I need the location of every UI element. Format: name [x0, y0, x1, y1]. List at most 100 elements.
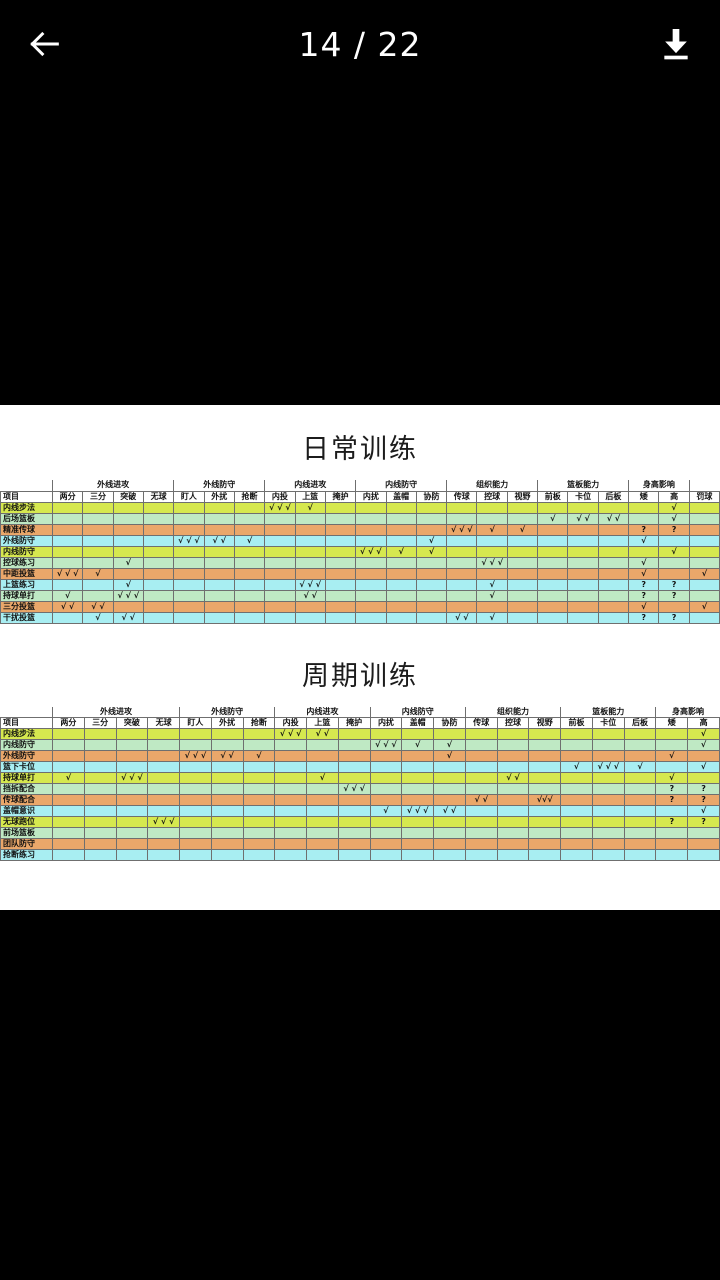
cell-empty — [688, 501, 720, 514]
cell-empty — [115, 827, 149, 839]
cell-empty — [567, 545, 599, 558]
cell-mark: √ — [687, 761, 720, 773]
cell-empty — [179, 838, 212, 850]
table-row: 篮下卡位 √ √ √ √ √ √ — [0, 761, 720, 773]
cell-empty — [369, 750, 403, 762]
cell-empty — [294, 545, 326, 558]
cell-mark: √ — [628, 600, 660, 613]
cell-empty — [264, 600, 296, 613]
cell-empty — [242, 783, 276, 795]
cell-empty — [142, 589, 175, 602]
cell-empty — [528, 805, 562, 817]
cell-empty — [115, 783, 149, 795]
cell-mark: √ √ √ — [294, 578, 326, 591]
column-header-盯人: 盯人 — [173, 490, 205, 503]
group-header-身高影响: 身高影响 — [628, 480, 690, 492]
column-header-卡位: 卡位 — [567, 490, 599, 503]
cell-empty — [173, 545, 205, 558]
cell-empty — [385, 611, 417, 624]
cell-empty — [83, 849, 117, 861]
cell-empty — [115, 761, 149, 773]
cell-mark: √ — [476, 578, 508, 591]
cell-empty — [560, 805, 593, 817]
column-header-盯人: 盯人 — [179, 717, 212, 729]
cell-empty — [415, 556, 448, 569]
cell-empty — [242, 772, 276, 784]
cell-mark: √ √ — [203, 534, 235, 547]
back-button[interactable] — [0, 0, 88, 88]
cell-empty — [210, 849, 244, 861]
cell-mark: √ √ — [567, 512, 599, 525]
cell-empty — [52, 827, 85, 839]
cell-empty — [203, 600, 235, 613]
cell-empty — [233, 578, 266, 591]
cell-empty — [655, 849, 689, 861]
cell-empty — [173, 567, 205, 580]
cell-empty — [337, 794, 371, 806]
document-page[interactable]: 日常训练 外线进攻 外线防守 内线进攻 内线防守 组织能力 篮板能力 身高影响 项目 两分 三分突… — [0, 405, 720, 910]
cell-empty — [446, 600, 478, 613]
cell-empty — [242, 805, 276, 817]
cell-empty — [496, 816, 530, 828]
cell-empty — [597, 501, 630, 514]
cell-empty — [401, 794, 435, 806]
cell-mark: √ √ √ — [51, 567, 84, 580]
cell-empty — [210, 728, 244, 740]
cell-mark: ? — [628, 578, 660, 591]
column-header-视野: 视野 — [528, 717, 562, 729]
group-header-blank — [0, 480, 53, 491]
cell-empty — [51, 512, 84, 525]
cell-empty — [306, 750, 339, 762]
cell-empty — [591, 772, 625, 784]
row-label-内线步法: 内线步法 — [0, 728, 53, 740]
top-toolbar: 14 / 22 — [0, 0, 720, 88]
download-button[interactable] — [632, 0, 720, 88]
column-header-高: 高 — [687, 717, 720, 729]
cell-empty — [294, 534, 326, 547]
cell-empty — [528, 838, 562, 850]
cell-empty — [337, 761, 371, 773]
cell-empty — [324, 512, 357, 525]
cell-empty — [264, 512, 296, 525]
cell-empty — [83, 728, 117, 740]
cell-empty — [560, 849, 593, 861]
cell-empty — [52, 794, 85, 806]
cell-empty — [51, 523, 84, 536]
cell-empty — [655, 838, 689, 850]
cell-empty — [179, 816, 212, 828]
cell-empty — [401, 761, 435, 773]
page-counter: 14 / 22 — [298, 24, 422, 64]
cell-empty — [385, 556, 417, 569]
cell-mark: √ — [433, 750, 466, 762]
cell-empty — [528, 849, 562, 861]
cell-mark: √ — [51, 589, 84, 602]
cell-empty — [355, 556, 387, 569]
cell-empty — [179, 805, 212, 817]
cell-mark: √ — [658, 501, 690, 514]
cell-empty — [274, 761, 308, 773]
row-label-抢断练习: 抢断练习 — [0, 849, 53, 861]
cell-empty — [623, 750, 657, 762]
row-label-前场篮板: 前场篮板 — [0, 827, 53, 839]
cell-empty — [306, 761, 339, 773]
cell-empty — [591, 728, 625, 740]
cell-empty — [591, 739, 625, 751]
cell-empty — [173, 523, 205, 536]
cell-empty — [337, 838, 371, 850]
group-header-篮板能力: 篮板能力 — [560, 706, 656, 718]
row-label-传球配合: 传球配合 — [0, 794, 53, 806]
cell-empty — [264, 611, 296, 624]
cell-mark: ? — [687, 794, 720, 806]
cell-empty — [112, 501, 144, 514]
cell-empty — [446, 578, 478, 591]
cell-empty — [242, 816, 276, 828]
cell-empty — [385, 589, 417, 602]
group-header-外线防守: 外线防守 — [178, 706, 275, 718]
cell-empty — [274, 849, 308, 861]
cell-empty — [464, 761, 498, 773]
cell-empty — [203, 589, 235, 602]
table-row: 前场篮板 — [0, 827, 720, 839]
cell-empty — [567, 578, 599, 591]
cell-empty — [369, 849, 403, 861]
cell-mark: ? — [658, 523, 690, 536]
